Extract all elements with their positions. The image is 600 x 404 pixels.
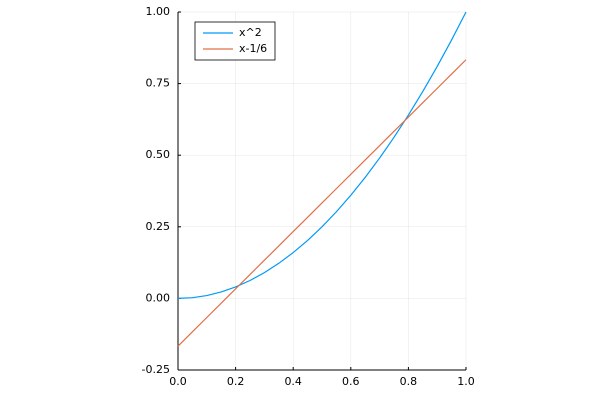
y-tick-label: 0.50 bbox=[146, 148, 171, 161]
x-tick-label: 0.6 bbox=[342, 375, 360, 388]
legend-box bbox=[194, 21, 276, 61]
legend-label: x-1/6 bbox=[239, 42, 267, 55]
y-tick-label: 0.75 bbox=[146, 77, 171, 90]
legend: x^2 x-1/6 bbox=[194, 21, 276, 61]
y-tick-label: 0.25 bbox=[146, 220, 171, 233]
line bbox=[177, 59, 467, 347]
legend-label: x^2 bbox=[239, 26, 262, 39]
x-tick-label: 0.2 bbox=[227, 375, 245, 388]
y-tick-label: 0.00 bbox=[146, 291, 171, 304]
y-tick-label: 1.00 bbox=[146, 5, 171, 18]
x-tick-label: 0.0 bbox=[169, 375, 187, 388]
line bbox=[177, 11, 467, 299]
x-tick-label: 0.8 bbox=[400, 375, 418, 388]
y-tick-label: -0.25 bbox=[142, 363, 170, 376]
x-tick-label: 1.0 bbox=[457, 375, 475, 388]
x-tick-label: 0.4 bbox=[284, 375, 302, 388]
